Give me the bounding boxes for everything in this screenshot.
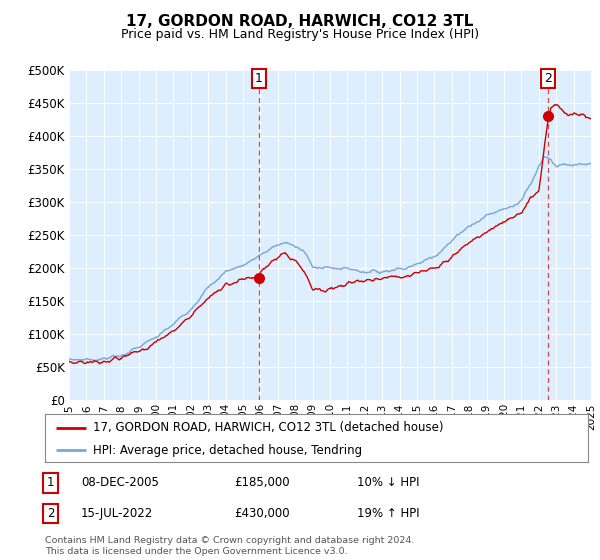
- Text: 19% ↑ HPI: 19% ↑ HPI: [357, 507, 419, 520]
- Text: 17, GORDON ROAD, HARWICH, CO12 3TL: 17, GORDON ROAD, HARWICH, CO12 3TL: [127, 14, 473, 29]
- Text: 1: 1: [255, 72, 263, 85]
- Text: Contains HM Land Registry data © Crown copyright and database right 2024.
This d: Contains HM Land Registry data © Crown c…: [45, 536, 415, 556]
- Text: 10% ↓ HPI: 10% ↓ HPI: [357, 476, 419, 489]
- Text: £185,000: £185,000: [234, 476, 290, 489]
- Text: HPI: Average price, detached house, Tendring: HPI: Average price, detached house, Tend…: [93, 444, 362, 456]
- Text: 2: 2: [47, 507, 54, 520]
- Text: Price paid vs. HM Land Registry's House Price Index (HPI): Price paid vs. HM Land Registry's House …: [121, 28, 479, 41]
- Text: 15-JUL-2022: 15-JUL-2022: [81, 507, 153, 520]
- Text: £430,000: £430,000: [234, 507, 290, 520]
- Text: 08-DEC-2005: 08-DEC-2005: [81, 476, 159, 489]
- Text: 2: 2: [544, 72, 552, 85]
- Text: 17, GORDON ROAD, HARWICH, CO12 3TL (detached house): 17, GORDON ROAD, HARWICH, CO12 3TL (deta…: [93, 421, 443, 434]
- Text: 1: 1: [47, 476, 54, 489]
